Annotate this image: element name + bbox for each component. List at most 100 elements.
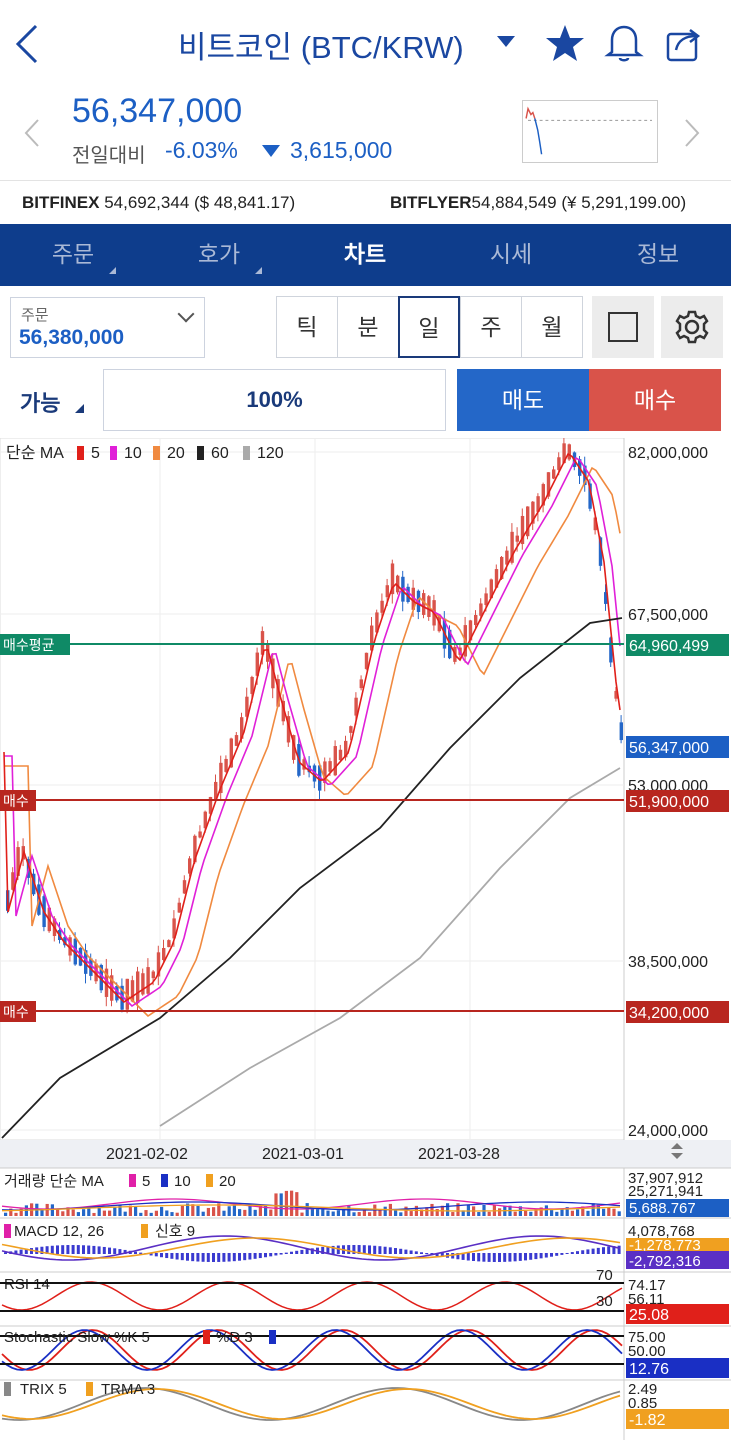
tab-chart[interactable]: 차트 [343,241,387,267]
macd-bar [4,1252,7,1254]
volume-bar [154,1210,158,1216]
macd-bar [544,1253,548,1258]
buy-tag-value: 34,200,000 [629,1005,709,1022]
star-icon [546,25,584,61]
tab-info[interactable]: 정보 [636,241,680,267]
price-chart[interactable]: 단순 MA 5 10 20 60 120 82,000,000 67,500,0… [0,433,731,1440]
candle [214,781,218,800]
volume-bar [378,1208,382,1216]
alert-button[interactable] [604,22,644,69]
vol-ma5-label: 5 [142,1173,150,1190]
ma60-line [1,617,623,1139]
prev-arrow-icon[interactable] [24,118,40,148]
candle [370,625,374,651]
macd-bar [227,1253,231,1262]
period-tick[interactable]: 틱 [276,296,338,358]
settings-button[interactable] [661,296,723,358]
macd-bar [383,1246,387,1254]
macd-bar [118,1249,122,1254]
candle [167,940,171,948]
favorite-button[interactable] [544,22,586,69]
macd-bar [534,1253,538,1260]
tab-orderbook[interactable]: 호가 [146,224,292,286]
period-day[interactable]: 일 [398,296,460,358]
asset-title[interactable]: 비트코인 (BTC/KRW) [178,30,464,65]
candle [364,652,369,669]
volume-bar [342,1209,346,1216]
macd-bar [170,1253,174,1259]
volume-bar [347,1206,351,1216]
chart-type-button[interactable] [592,296,654,358]
volume-bar [321,1209,325,1216]
candle [292,735,296,760]
candle [385,585,389,598]
volume-bar [196,1205,200,1216]
candle [188,858,192,874]
vol-ma10-label: 10 [174,1173,191,1190]
macd-bar [253,1253,257,1259]
volume-bar [66,1207,70,1216]
tab-order[interactable]: 주문 [0,224,146,286]
candle [78,947,83,966]
macd-line [1,1235,621,1261]
square-icon [608,312,638,342]
caret-down-icon[interactable] [497,36,515,47]
period-week[interactable]: 주 [460,296,522,358]
candle [73,938,77,965]
candle [302,759,306,770]
volume-bar [446,1203,450,1216]
volume-bar [92,1212,96,1216]
macd-bar [97,1246,101,1254]
candle [240,717,244,739]
volume-bar [518,1206,522,1216]
volume-bar [123,1211,127,1216]
macd-bar [414,1251,418,1254]
resize-up-icon[interactable] [671,1143,683,1149]
volume-bar [456,1203,460,1216]
back-button[interactable] [10,22,50,66]
macd-bar [368,1245,371,1254]
volume-bar [316,1209,320,1216]
next-arrow-icon[interactable] [684,118,700,148]
macd-bar [373,1245,377,1254]
period-minute[interactable]: 분 [337,296,399,358]
tab-market[interactable]: 시세 [489,241,533,267]
candle [546,472,551,497]
macd-bar [232,1253,236,1262]
macd-bar [305,1249,309,1254]
macd-bar [612,1246,616,1254]
macd-bar [238,1253,241,1261]
candle [338,749,343,761]
stoch-d-line [1,1329,623,1371]
candle [354,697,358,716]
period-month[interactable]: 월 [521,296,583,358]
macd-bar [274,1253,278,1256]
volume-bar [591,1203,595,1216]
ma-legend-prefix: 단순 MA [6,444,64,462]
candle [151,971,155,979]
available-label[interactable]: 가능 [20,391,61,416]
macd-bar [56,1245,59,1254]
volume-bar [539,1207,543,1216]
sell-button[interactable]: 매도 [457,369,589,431]
volume-bar [295,1192,299,1216]
macd-bar [149,1253,153,1256]
macd-bar [186,1253,189,1261]
macd-bar [310,1248,314,1254]
candle [11,872,15,890]
buy-button[interactable]: 매수 [589,369,721,431]
rsi-current-value: 25.08 [629,1307,669,1324]
ma120-line [159,767,621,1127]
candle [349,726,353,733]
share-button[interactable] [664,22,704,69]
order-price-select[interactable]: 주문 56,380,000 [10,297,205,358]
change-label: 전일대비 [72,145,146,167]
macd-legend: MACD 12, 26 [14,1223,104,1240]
volume-bar [76,1212,80,1216]
volume-bar [4,1212,8,1216]
resize-down-icon[interactable] [671,1153,683,1159]
chart-canvas[interactable]: 단순 MA 5 10 20 60 120 82,000,000 67,500,0… [0,433,731,1440]
macd-bar [394,1248,397,1254]
percent-select[interactable]: 100% [103,369,446,431]
volume-bar [305,1203,309,1216]
